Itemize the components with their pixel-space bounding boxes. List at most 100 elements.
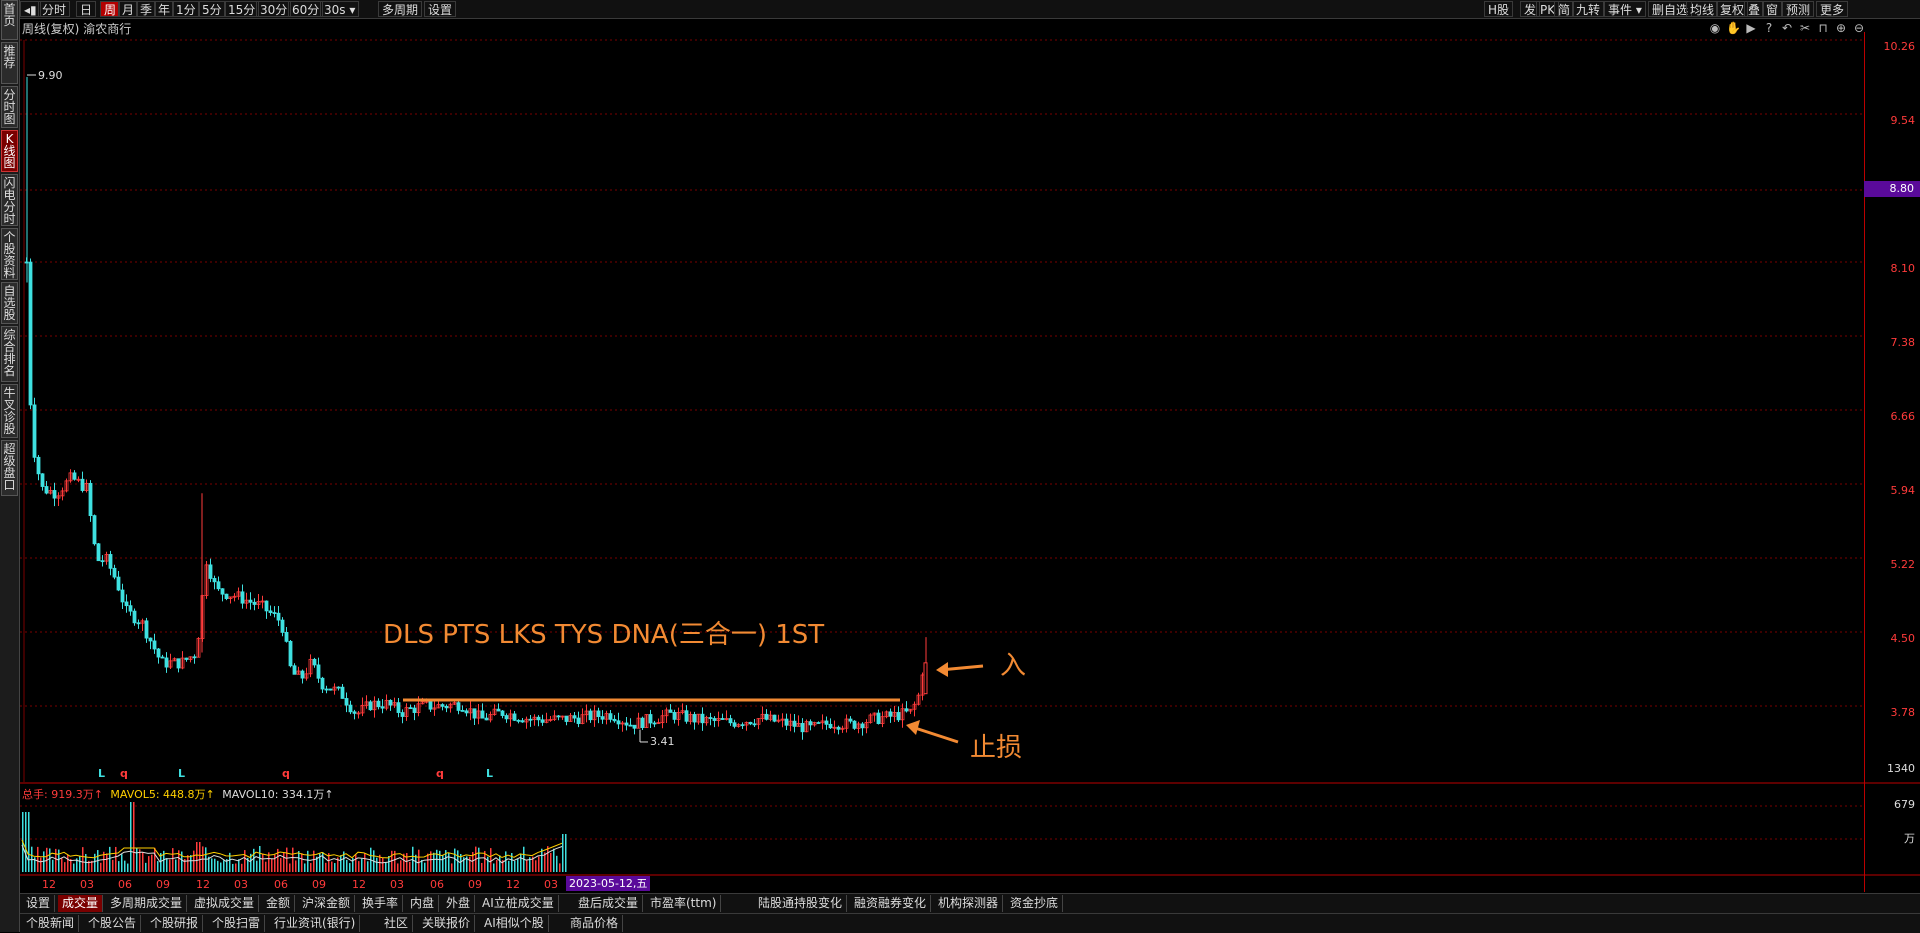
collapse-icon[interactable]: ◂▮ [20, 1, 41, 17]
indicator-tab-1[interactable]: 成交量 [58, 895, 104, 912]
volume-bar [295, 860, 297, 872]
nav-tab-0[interactable]: 首页 [1, 0, 18, 40]
period-button-5[interactable]: 年 [154, 1, 175, 17]
volume-bar [328, 853, 330, 872]
undo-icon[interactable]: ↶ [1781, 21, 1793, 35]
indicator-tab-2[interactable]: 多周期成交量 [106, 895, 188, 912]
volume-bar [313, 850, 315, 872]
info-tab-2[interactable]: 个股研报 [146, 915, 204, 932]
volume-bar [178, 850, 180, 872]
eye-icon[interactable]: ◉ [1709, 21, 1721, 35]
candle-body [196, 638, 201, 658]
info-tab-4[interactable]: 行业资讯(银行) [270, 915, 361, 932]
candle-body [716, 718, 721, 721]
candle-body [892, 712, 897, 717]
period-button-6[interactable]: 1分 [172, 1, 200, 17]
info-tab-5[interactable]: 社区 [380, 915, 414, 932]
period-button-11[interactable]: 30s ▾ [320, 1, 360, 17]
volume-bar [217, 860, 219, 872]
candle-body [512, 713, 517, 721]
info-tab-1[interactable]: 个股公告 [84, 915, 142, 932]
period-button-12[interactable]: 多周期 [378, 1, 423, 17]
indicator-tab-0[interactable]: 设置 [22, 895, 56, 912]
toolbar-right-button-6[interactable]: 删自选 [1648, 1, 1693, 17]
period-button-10[interactable]: 60分 [288, 1, 324, 17]
zoom-in-icon[interactable]: ⊕ [1835, 21, 1847, 35]
toolbar-right-button-10[interactable]: 窗 [1762, 1, 1783, 17]
volume-bar [469, 856, 471, 872]
toolbar-right-button-2[interactable]: PK [1536, 1, 1560, 17]
volume-bar [451, 863, 453, 872]
period-button-9[interactable]: 30分 [256, 1, 292, 17]
indicator-tab-8[interactable]: 外盘 [442, 895, 476, 912]
zoom-out-icon[interactable]: ⊖ [1853, 21, 1865, 35]
mavol5-label: MAVOL5: 448.8万↑ [110, 788, 215, 801]
period-button-7[interactable]: 5分 [198, 1, 226, 17]
indicator-tab-5[interactable]: 沪深金额 [298, 895, 356, 912]
indicator-tab-11[interactable]: 市盈率(ttm) [646, 895, 722, 912]
candle-body [788, 720, 793, 726]
info-tab-6[interactable]: 关联报价 [418, 915, 476, 932]
nav-tab-1[interactable]: 推荐 [1, 42, 18, 84]
volume-bar [196, 842, 198, 872]
volume-bar [382, 857, 384, 872]
indicator-tab-6[interactable]: 换手率 [358, 895, 404, 912]
scissors-icon[interactable]: ✂ [1799, 21, 1811, 35]
nav-tab-2[interactable]: 分时图 [1, 86, 18, 128]
toolbar-right-button-0[interactable]: H股 [1484, 1, 1514, 17]
lock-icon[interactable]: ⊓ [1818, 21, 1828, 35]
indicator-tab-3[interactable]: 虚拟成交量 [190, 895, 260, 912]
period-button-3[interactable]: 月 [118, 1, 139, 17]
indicator-tab-9[interactable]: AI立桩成交量 [478, 895, 559, 912]
nav-tab-8[interactable]: 牛叉诊股 [1, 384, 18, 438]
volume-bar [430, 851, 432, 872]
volume-bar [316, 856, 318, 872]
period-button-8[interactable]: 15分 [224, 1, 260, 17]
help-icon[interactable]: ? [1765, 21, 1773, 35]
volume-bar [121, 854, 123, 872]
period-button-0[interactable]: 分时 [38, 1, 71, 17]
toolbar-right-button-11[interactable]: 预测 [1782, 1, 1815, 17]
toolbar-right-button-9[interactable]: 叠 [1744, 1, 1765, 17]
toolbar-right-button-8[interactable]: 复权 [1716, 1, 1749, 17]
toolbar-right-button-5[interactable]: 事件 ▾ [1604, 1, 1646, 17]
toolbar-right-button-4[interactable]: 九转 [1572, 1, 1605, 17]
nav-tab-4[interactable]: 闪电分时 [1, 174, 18, 226]
indicator-tab-4[interactable]: 金额 [262, 895, 296, 912]
candle-body [772, 714, 777, 722]
toolbar-right-button-12[interactable]: 更多 [1816, 1, 1849, 17]
period-button-2[interactable]: 周 [100, 1, 121, 17]
toolbar-right-button-3[interactable]: 简 [1554, 1, 1575, 17]
indicator-tab-15[interactable]: 资金抄底 [1006, 895, 1064, 912]
toolbar-right-button-7[interactable]: 均线 [1686, 1, 1719, 17]
info-tab-8[interactable]: 商品价格 [566, 915, 624, 932]
indicator-tab-10[interactable]: 盘后成交量 [574, 895, 644, 912]
period-button-4[interactable]: 季 [136, 1, 157, 17]
nav-tab-6[interactable]: 自选股 [1, 282, 18, 324]
info-tab-7[interactable]: AI相似个股 [480, 915, 549, 932]
hand-icon[interactable]: ✋ [1726, 21, 1741, 35]
volume-bar [133, 802, 135, 872]
info-tab-0[interactable]: 个股新闻 [22, 915, 80, 932]
nav-tab-5[interactable]: 个股资料 [1, 228, 18, 280]
candle-body [652, 722, 657, 725]
period-button-13[interactable]: 设置 [424, 1, 457, 17]
mavol10-line [21, 844, 563, 864]
volume-bar [319, 853, 321, 872]
indicator-tab-14[interactable]: 机构探测器 [934, 895, 1004, 912]
info-tab-3[interactable]: 个股扫雷 [208, 915, 266, 932]
play-icon[interactable]: ▶ [1746, 21, 1756, 35]
nav-tab-9[interactable]: 超级盘口 [1, 440, 18, 496]
volume-bar [136, 848, 138, 872]
candle-body [428, 700, 433, 710]
volume-bar [394, 850, 396, 872]
indicator-tab-13[interactable]: 融资融券变化 [850, 895, 932, 912]
indicator-tab-12[interactable]: 陆股通持股变化 [754, 895, 848, 912]
indicator-tab-7[interactable]: 内盘 [406, 895, 440, 912]
period-button-1[interactable]: 日 [76, 1, 97, 17]
nav-tab-7[interactable]: 综合排名 [1, 326, 18, 382]
candle-body [768, 714, 773, 720]
toolbar-right-button-1[interactable]: 发 [1520, 1, 1541, 17]
